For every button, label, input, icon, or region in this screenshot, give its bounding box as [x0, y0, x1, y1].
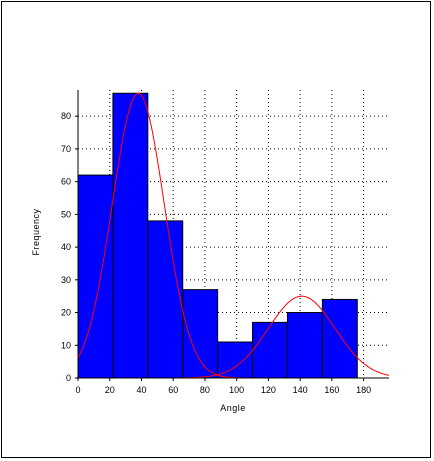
y-tick-label: 20 — [61, 308, 71, 318]
y-tick-label: 50 — [61, 209, 71, 219]
histogram-bars — [77, 92, 358, 379]
x-tick-label: 160 — [324, 385, 339, 395]
y-tick-label: 60 — [61, 177, 71, 187]
x-tick-label: 60 — [168, 385, 178, 395]
x-tick-label: 20 — [105, 385, 115, 395]
histogram-bar — [147, 220, 184, 379]
x-tick-label: 40 — [136, 385, 146, 395]
histogram-bar — [112, 92, 149, 379]
y-tick-label: 10 — [61, 340, 71, 350]
histogram-bar — [321, 298, 358, 379]
histogram-bar — [182, 289, 219, 379]
x-tick-label: 120 — [261, 385, 276, 395]
y-tick-label: 70 — [61, 144, 71, 154]
x-tick-label: 80 — [200, 385, 210, 395]
y-tick-label: 30 — [61, 275, 71, 285]
x-tick-label: 180 — [356, 385, 371, 395]
x-tick-label: 140 — [293, 385, 308, 395]
tick-labels: 0 20 40 60 80 100 120 140 160 180 0 10 20 30 40 50 60 70 8… — [61, 111, 371, 395]
x-tick-label: 100 — [229, 385, 244, 395]
y-tick-label: 40 — [61, 242, 71, 252]
x-tick-label: 0 — [75, 385, 80, 395]
axes — [75, 90, 389, 381]
y-axis-title: Frequency — [31, 208, 41, 255]
y-tick-label: 0 — [66, 373, 71, 383]
histogram-bar — [252, 321, 288, 379]
y-tick-label: 80 — [61, 111, 71, 121]
x-axis-title: Angle — [220, 403, 246, 413]
histogram-bar — [286, 312, 323, 379]
